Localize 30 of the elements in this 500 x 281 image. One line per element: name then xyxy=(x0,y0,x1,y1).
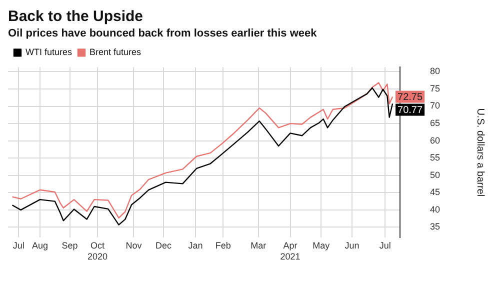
x-tick-label: Apr 2021 xyxy=(280,240,300,262)
x-tick-label: Jul xyxy=(379,240,391,250)
x-tick-label: May xyxy=(312,240,330,250)
legend-label: Brent futures xyxy=(90,47,142,58)
x-tick-label: Nov xyxy=(126,240,142,250)
y-tick-label: 35 xyxy=(430,222,440,232)
x-tick-label: Jul xyxy=(12,240,24,250)
y-tick-label: 50 xyxy=(430,170,440,180)
data-label: 70.77 xyxy=(398,105,423,116)
y-tick-label: 60 xyxy=(430,135,440,146)
y-tick-label: 70 xyxy=(430,100,440,111)
x-tick-label: Aug xyxy=(32,240,48,250)
x-tick-label: Feb xyxy=(215,240,231,250)
x-tick-label: Mar xyxy=(250,240,266,250)
x-tick-label: Sep xyxy=(62,240,78,250)
y-tick-label: 45 xyxy=(430,187,440,198)
x-tick-label: Jun xyxy=(344,240,360,250)
chart-subtitle: Oil prices have bounced back from losses earlier this week xyxy=(8,28,318,40)
data-label: 72.75 xyxy=(398,92,423,103)
y-tick-label: 65 xyxy=(430,118,440,128)
y-axis-title: U.S. dollars a barrel xyxy=(474,108,486,197)
y-tick-label: 40 xyxy=(430,204,440,214)
x-tick-label: Oct 2020 xyxy=(87,240,108,262)
y-tick-label: 75 xyxy=(430,83,440,94)
x-tick-label: Dec xyxy=(156,240,172,250)
y-tick-label: 55 xyxy=(430,152,440,163)
legend-label: WTI futures xyxy=(26,47,73,58)
x-tick-label: Jan xyxy=(188,240,203,250)
chart-title: Back to the Upside xyxy=(8,8,144,26)
y-tick-label: 80 xyxy=(430,66,440,76)
